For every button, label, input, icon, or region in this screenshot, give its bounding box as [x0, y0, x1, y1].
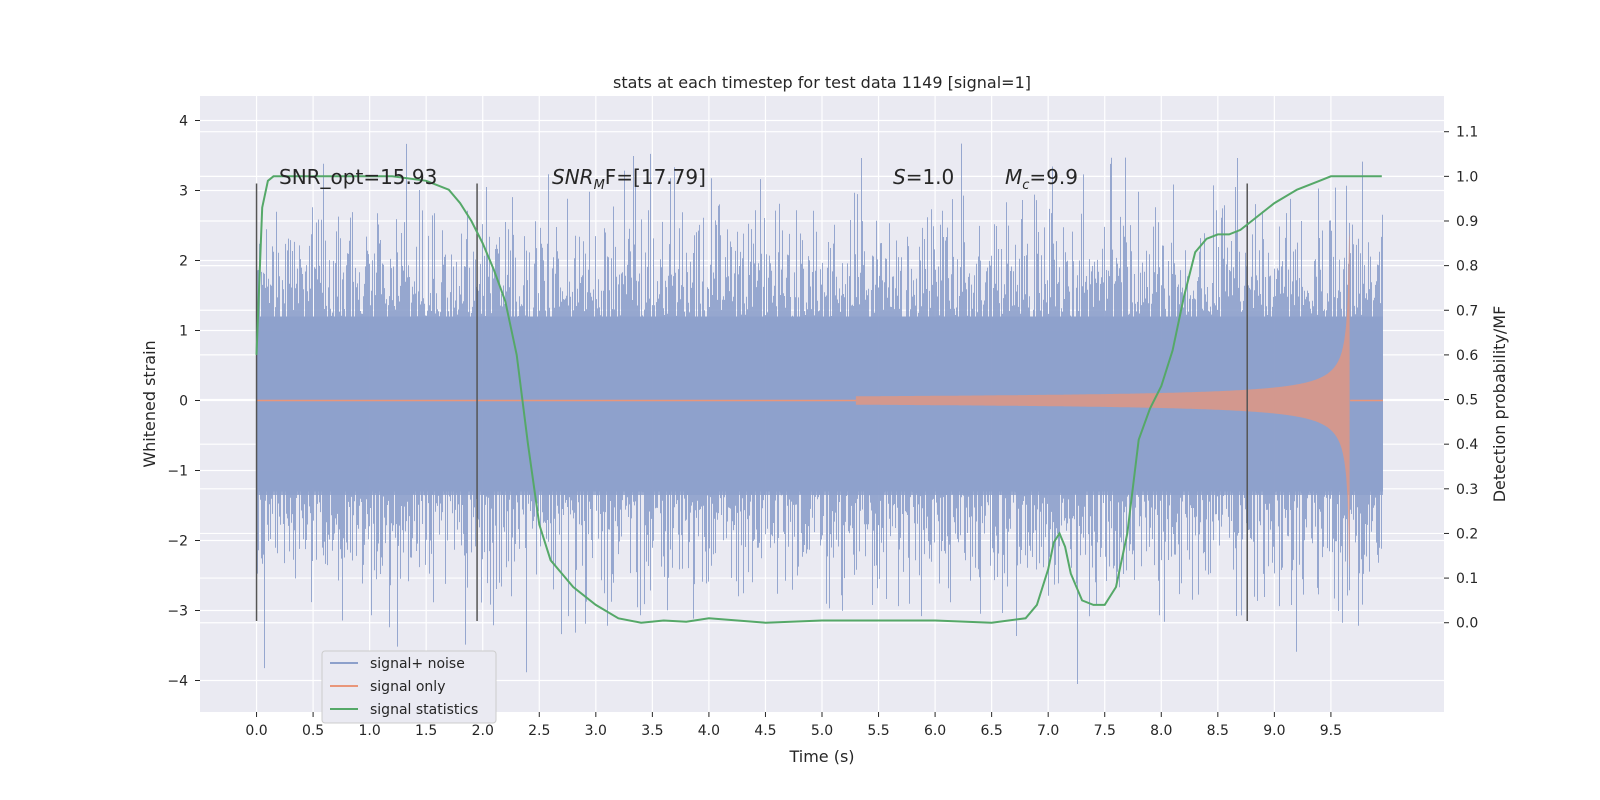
- y-left-tick-label-1: 3: [179, 184, 188, 200]
- x-tick-label-10: 5.0: [811, 723, 833, 739]
- x-tick-label-14: 7.0: [1037, 723, 1059, 739]
- y-right-tick-label-0: 1.1: [1456, 125, 1478, 141]
- annotation-snr-mf: SNRMF=[17.79]: [552, 165, 706, 193]
- x-tick-label-3: 1.5: [415, 723, 437, 739]
- y-right-tick-label-5: 0.6: [1456, 348, 1478, 364]
- legend-label-noise: signal+ noise: [370, 656, 465, 672]
- x-tick-label-18: 9.0: [1263, 723, 1285, 739]
- y-left-tick-label-2: 2: [179, 254, 188, 270]
- x-tick-label-0: 0.0: [245, 723, 267, 739]
- y-right-tick-label-7: 0.4: [1456, 437, 1478, 453]
- x-tick-label-1: 0.5: [302, 723, 324, 739]
- signal-only-series: [256, 232, 1383, 569]
- y-left-tick-label-0: 4: [179, 114, 188, 130]
- y-left-tick-label-6: −2: [167, 534, 188, 550]
- y-right-tick-label-11: 0.0: [1456, 616, 1478, 632]
- y-right-tick-label-4: 0.7: [1456, 303, 1478, 319]
- y-right-tick-label-6: 0.5: [1456, 393, 1478, 409]
- annotation-snr-opt: SNR_opt=15.93: [279, 165, 437, 189]
- x-tick-label-19: 9.5: [1320, 723, 1342, 739]
- chart-title: stats at each timestep for test data 114…: [613, 73, 1031, 92]
- x-tick-label-5: 2.5: [528, 723, 550, 739]
- x-axis-label: Time (s): [788, 747, 854, 766]
- x-tick-label-12: 6.0: [924, 723, 946, 739]
- y-right-tick-label-1: 1.0: [1456, 169, 1478, 185]
- y-axis-left-label: Whitened strain: [140, 340, 159, 467]
- vertical-lines: [255, 183, 1248, 621]
- x-tick-label-2: 1.0: [359, 723, 381, 739]
- legend-label-stats: signal statistics: [370, 702, 478, 718]
- y-right-tick-label-2: 0.9: [1456, 214, 1478, 230]
- x-tick-label-17: 8.5: [1207, 723, 1229, 739]
- x-tick-label-11: 5.5: [867, 723, 889, 739]
- signal-statistics-line: [255, 175, 1382, 624]
- y-left-tick-label-5: −1: [167, 464, 188, 480]
- y-right-tick-label-3: 0.8: [1456, 259, 1478, 275]
- y-right-tick-label-10: 0.1: [1456, 571, 1478, 587]
- legend-box: [321, 650, 497, 724]
- y-right-tick-label-8: 0.3: [1456, 482, 1478, 498]
- y-right-tick-label-9: 0.2: [1456, 526, 1478, 542]
- y-axis-right: 1.1 1.0 0.9 0.8 0.7 0.6 0.5 0.4 0.3 0.2 0.1 0.0: [1444, 125, 1478, 632]
- annotation-mc: Mc=9.9: [1005, 165, 1078, 193]
- x-tick-label-6: 3.0: [585, 723, 607, 739]
- y-axis-right-label: Detection probability/MF: [1490, 306, 1509, 503]
- x-tick-label-7: 3.5: [641, 723, 663, 739]
- y-left-tick-label-3: 1: [179, 324, 188, 340]
- signal-chirp: [855, 232, 1350, 569]
- y-left-tick-label-4: 0: [179, 394, 188, 410]
- y-left-tick-label-7: −3: [167, 604, 188, 620]
- x-tick-label-13: 6.5: [981, 723, 1003, 739]
- y-left-tick-label-8: −4: [167, 674, 188, 690]
- x-tick-label-4: 2.0: [472, 723, 494, 739]
- x-tick-label-8: 4.0: [698, 723, 720, 739]
- y-axis-left: 4 3 2 1 0 −1 −2 −3 −4: [167, 114, 200, 690]
- x-tick-label-15: 7.5: [1094, 723, 1116, 739]
- legend: signal+ noise signal only signal statist…: [321, 650, 497, 724]
- annotation-s: S=1.0: [893, 165, 954, 189]
- x-tick-label-16: 8.0: [1150, 723, 1172, 739]
- x-axis: 0.0 0.5 1.0 1.5 2.0 2.5 3.0 3.5 4.0 4.5 5.0 5.5 6.0 6…: [245, 712, 1342, 739]
- x-tick-label-9: 4.5: [754, 723, 776, 739]
- legend-label-signal: signal only: [370, 679, 445, 695]
- annotations: SNR_opt=15.93 SNRMF=[17.79] S=1.0 Mc=9.9: [279, 165, 1078, 193]
